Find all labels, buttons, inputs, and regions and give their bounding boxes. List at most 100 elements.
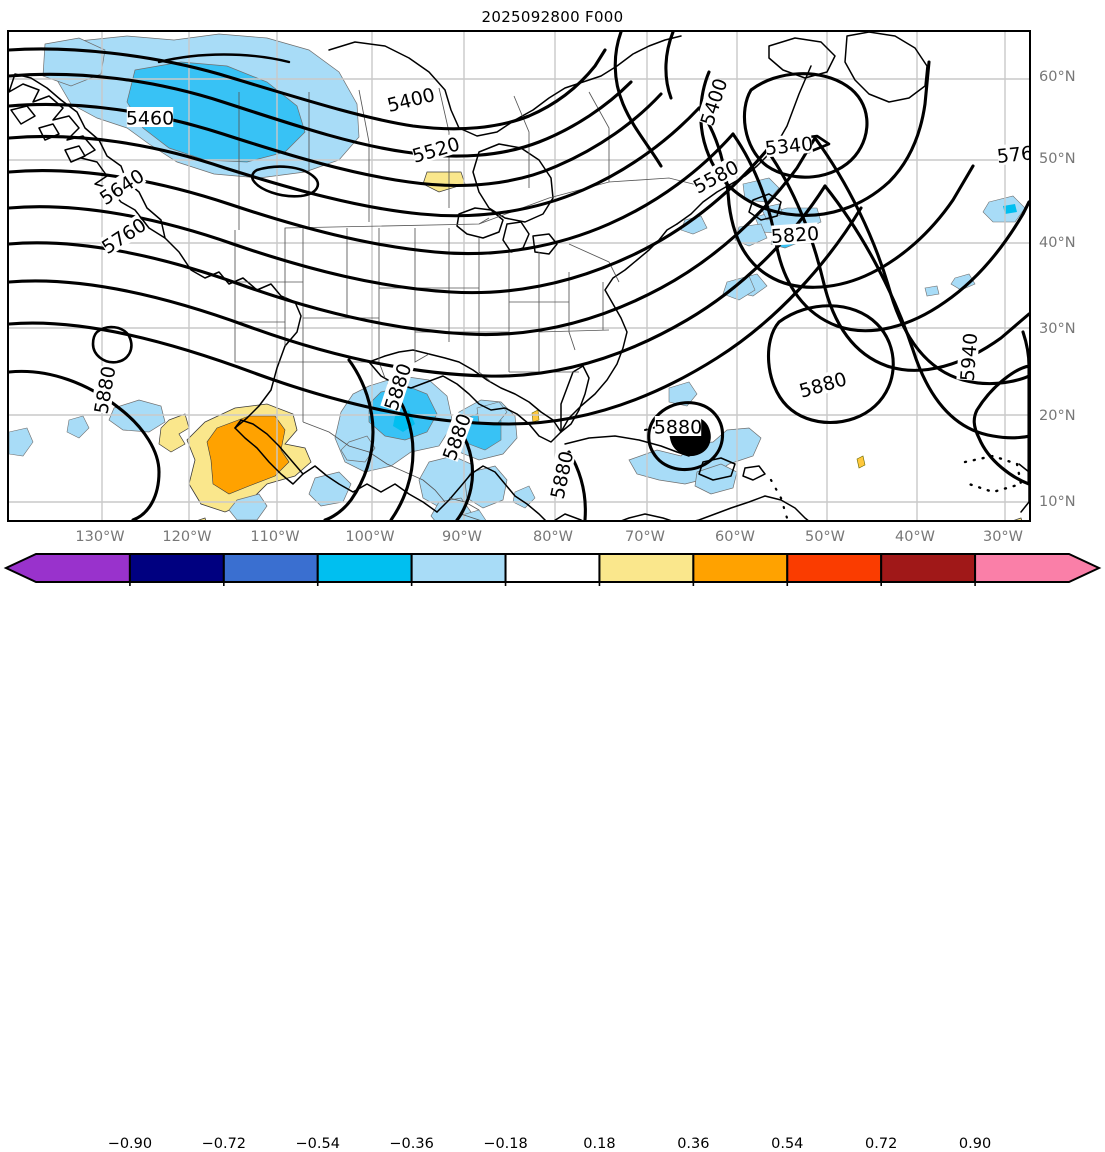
contour-5700: [9, 148, 769, 295]
contour-5760-east: [813, 136, 1029, 386]
contour-5700-east: [765, 148, 1029, 372]
anomaly-patch-greatplains-warm: [422, 171, 466, 193]
contour-label: 5880: [654, 416, 702, 439]
colorbar-tick-label: −0.90: [107, 1136, 153, 1152]
contour-label: 5880: [546, 449, 578, 501]
colorbar-segment: [3, 553, 131, 583]
coastline-lake-erie-ontario: [532, 233, 558, 255]
lat-tick-50n: 50°N: [1039, 151, 1076, 167]
colorbar-segment: [410, 553, 507, 583]
border-canada-prov-4: [358, 89, 370, 222]
contour-5880-mexico: [323, 358, 375, 520]
colorbar-segment: [598, 553, 695, 583]
anomaly-patch-epac-warm-tiny: [197, 517, 207, 520]
svg-text:5520: 5520: [410, 133, 463, 167]
border-mexico-usa: [302, 421, 424, 481]
lon-tick-80w: 80°W: [532, 529, 574, 545]
contour-5580: [9, 106, 701, 218]
border-mexico-guatemala: [422, 479, 446, 503]
border-guatemala-belize: [448, 497, 480, 511]
lon-tick-120w: 120°W: [162, 529, 212, 545]
contour-trough-hudson2: [664, 32, 675, 100]
svg-text:5880: 5880: [547, 449, 579, 501]
coastline-lake-superior: [456, 207, 504, 239]
contour-trough-hudson: [613, 32, 663, 168]
coastline-south-america: [553, 495, 809, 520]
lat-tick-60n: 60°N: [1039, 69, 1076, 85]
coastline-greenland: [844, 32, 928, 103]
anomaly-patch-midatlantic-3: [924, 285, 940, 297]
colorbar-tick-label: −0.36: [389, 1136, 434, 1152]
colorbar-segment: [880, 553, 977, 583]
border-state-21: [538, 329, 610, 333]
lon-tick-70w: 70°W: [624, 529, 666, 545]
svg-text:5460: 5460: [126, 108, 174, 130]
colorbar-tick-label: 0.54: [771, 1136, 804, 1152]
contour-5400-north: [9, 47, 607, 131]
contour-label: 5820: [770, 222, 820, 248]
lat-tick-20n: 20°N: [1039, 408, 1076, 424]
contour-5880-epac2: [131, 470, 161, 520]
contour-5940-east-tail: [1021, 330, 1029, 368]
coastline-east-us: [560, 223, 678, 433]
svg-text:5940: 5940: [957, 332, 982, 382]
coastline-alaska: [9, 73, 166, 239]
coastline-west-mexico: [302, 465, 438, 513]
contour-5880-atl-loop: [767, 304, 895, 424]
border-state-2: [234, 322, 303, 363]
figure-root: 2025092800 F000: [0, 8, 1105, 1152]
colorbar-segment: [786, 553, 883, 583]
anomaly-patch-pacific-sw: [228, 493, 268, 520]
colorbar-tick-label: 0.18: [583, 1136, 616, 1152]
colorbar-segment: [222, 553, 319, 583]
anomaly-patch-natl: [722, 275, 756, 301]
coastline-bc-pacific-nw: [164, 237, 302, 347]
colorbar-segment: [504, 553, 601, 583]
contour-5820: [9, 184, 827, 378]
contour-label: 5880: [438, 411, 476, 464]
contour-label: 5400: [385, 83, 437, 117]
coastline-baffin: [768, 37, 836, 79]
anomaly-patch-atl-dot-2: [531, 409, 540, 423]
contour-small-closed-idaho: [250, 165, 320, 198]
colorbar-segment: [974, 553, 1102, 583]
svg-text:5760: 5760: [996, 141, 1029, 168]
colorbar-segment: [692, 553, 789, 583]
contour-label: 5940: [956, 332, 982, 382]
border-state-17: [478, 332, 492, 383]
coastline-labrador: [676, 65, 812, 225]
contour-far-north-1: [157, 53, 291, 64]
colorbar[interactable]: −0.90 −0.72 −0.54 −0.36 −0.18 0.18 0.36 0.54 0.7…: [0, 552, 1105, 1152]
coastline-cape-verde: [963, 454, 1023, 494]
anomaly-patch-epac-warm-small: [158, 413, 190, 453]
border-state-12: [414, 318, 430, 363]
border-state-24: [568, 243, 620, 283]
coastline-newfoundland: [748, 193, 782, 221]
contour-label: 5880: [797, 368, 850, 403]
svg-text:5400: 5400: [697, 76, 733, 129]
border-canada-prov-1: [588, 91, 610, 182]
lon-tick-50w: 50°W: [804, 529, 846, 545]
lon-tick-90w: 90°W: [441, 529, 483, 545]
svg-text:5400: 5400: [385, 84, 437, 117]
contour-label: 5520: [410, 133, 463, 168]
lat-tick-30n: 30°N: [1039, 321, 1076, 337]
svg-text:5880: 5880: [797, 368, 850, 402]
coastline-lake-michigan-huron: [502, 221, 530, 253]
anomaly-patch-tropatl-warm: [1013, 517, 1023, 520]
map-panel[interactable]: 5460 5640 5760 5400 5520 5340 5400 5580 5820 5760…: [7, 30, 1031, 522]
lon-tick-110w: 110°W: [250, 529, 300, 545]
border-state-8: [303, 361, 386, 379]
contour-5880-epac: [9, 369, 161, 474]
page-title: 2025092800 F000: [481, 8, 624, 26]
svg-text:5880: 5880: [654, 417, 702, 439]
contour-layer: [9, 32, 1029, 520]
coastline-central-america: [436, 465, 547, 520]
lon-tick-130w: 130°W: [75, 529, 125, 545]
contour-5340: [742, 72, 869, 179]
coastline-hispaniola: [698, 457, 736, 481]
lat-tick-10n: 10°N: [1039, 494, 1076, 510]
anomaly-patch-bahamas: [668, 381, 698, 407]
coastline-california: [234, 345, 286, 429]
